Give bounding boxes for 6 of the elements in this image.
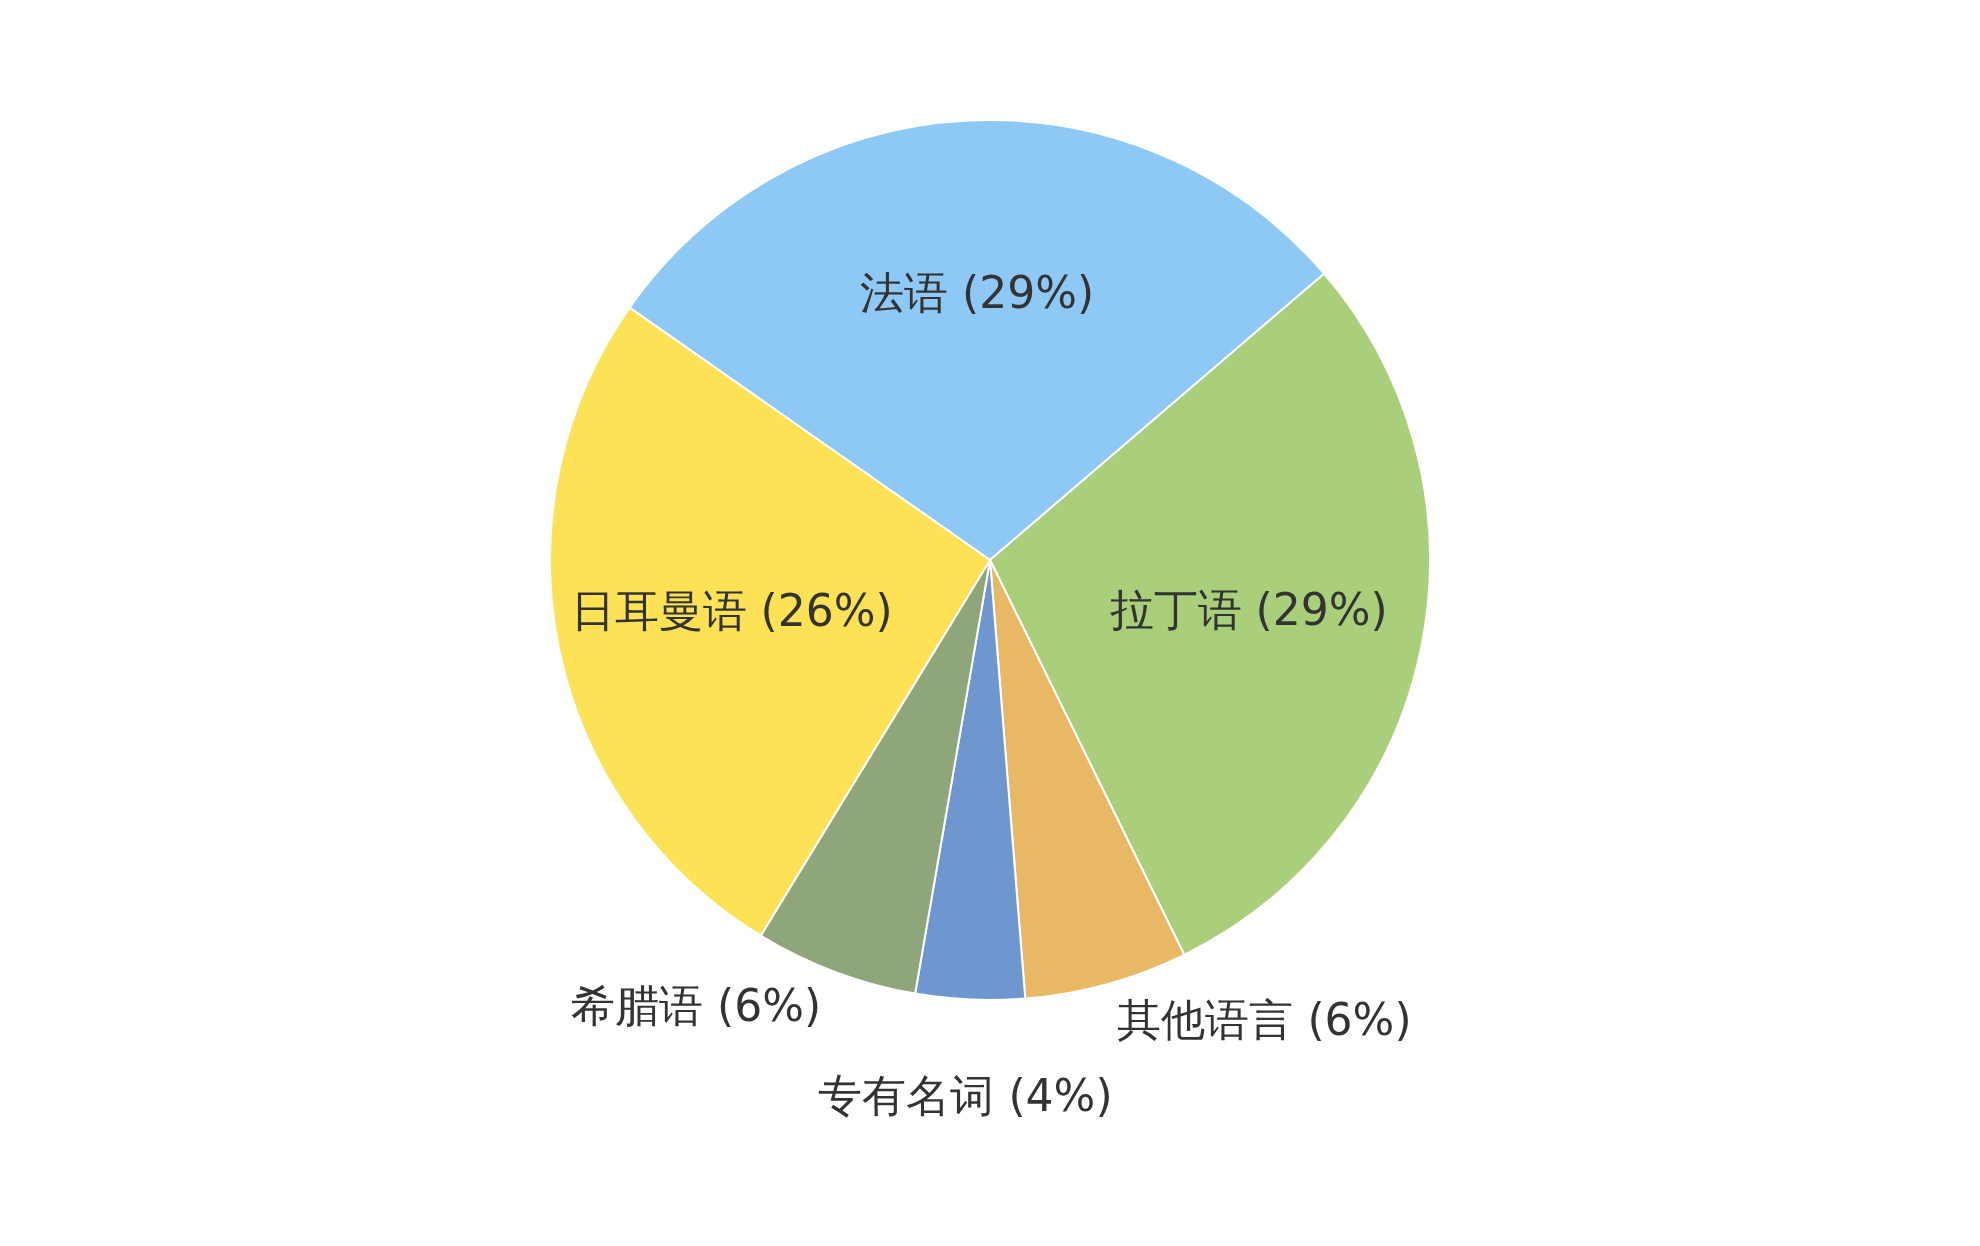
slice-label: 拉丁语 (29%) [1109,584,1388,636]
slice-label: 其他语言 (6%) [1117,993,1412,1045]
slice-label: 日耳曼语 (26%) [570,584,893,636]
slice-label: 希腊语 (6%) [570,980,822,1032]
slice-label: 法语 (29%) [860,267,1095,319]
slice-label: 专有名词 (4%) [818,1070,1113,1122]
